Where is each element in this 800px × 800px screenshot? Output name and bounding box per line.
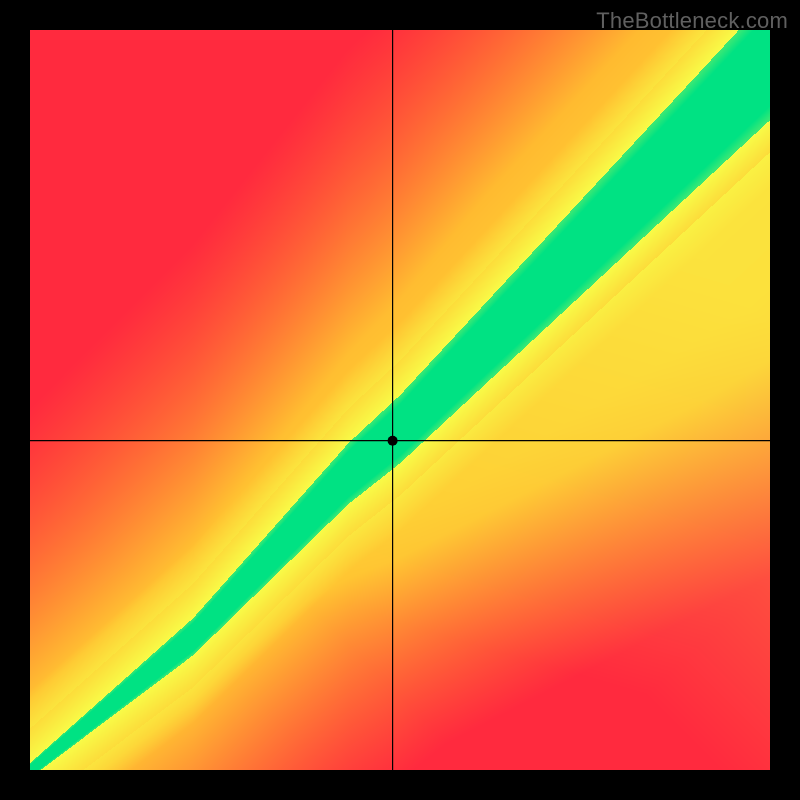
chart-container: TheBottleneck.com bbox=[0, 0, 800, 800]
watermark-text: TheBottleneck.com bbox=[596, 8, 788, 34]
bottleneck-heatmap bbox=[0, 0, 800, 800]
